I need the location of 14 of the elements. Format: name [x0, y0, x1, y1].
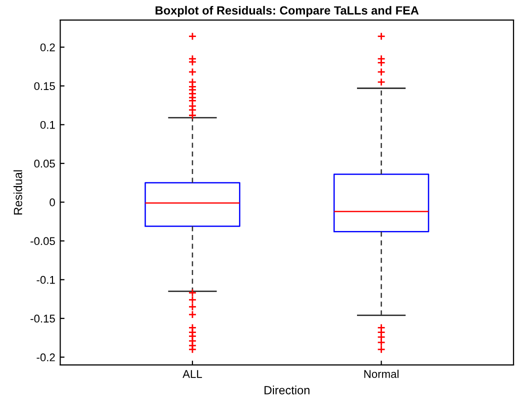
y-tick-label: 0.1: [40, 120, 55, 129]
y-tick-label: -0.1: [36, 276, 55, 284]
y-tick-label: 0.2: [40, 43, 55, 52]
chart-title: Boxplot of Residuals: Compare TaLLs and FEA: [156, 6, 419, 17]
x-axis-title: Direction: [264, 386, 310, 394]
y-tick-label: 0.15: [34, 82, 55, 90]
y-tick-label: -0.15: [30, 314, 55, 323]
x-tick-label: Normal: [364, 370, 398, 378]
y-axis-title: Residual: [14, 170, 22, 214]
y-tick-label: 0.05: [34, 160, 55, 168]
x-tick-label: ALL: [182, 370, 202, 378]
y-tick-label: -0.05: [30, 237, 55, 246]
y-tick-label: 0: [50, 198, 55, 206]
y-tick-label: -0.2: [36, 353, 55, 362]
